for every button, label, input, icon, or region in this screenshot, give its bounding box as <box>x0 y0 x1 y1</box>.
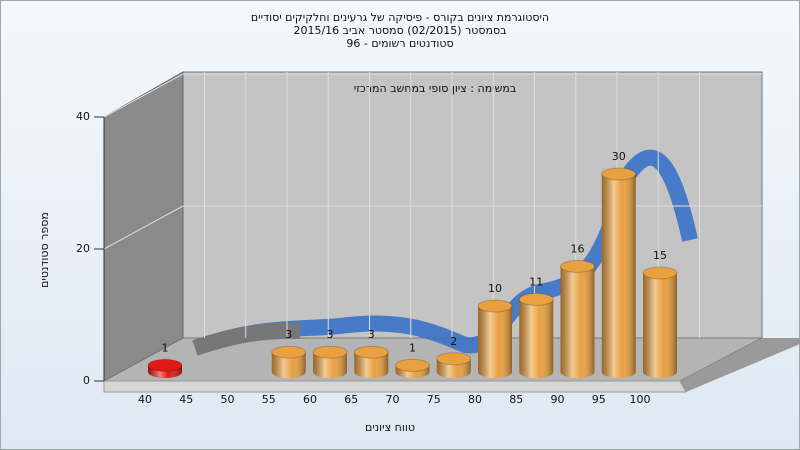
bar-shade <box>643 273 677 378</box>
y-tick-label: 20 <box>76 242 90 255</box>
y-tick-label: 0 <box>83 374 90 387</box>
x-tick-label: 90 <box>551 393 565 406</box>
bar-shade <box>519 299 554 378</box>
x-tick-label: 45 <box>179 393 193 406</box>
x-tick-label: 65 <box>344 393 358 406</box>
bar-top <box>271 345 307 359</box>
value-label: 1 <box>409 341 416 354</box>
value-label: 1 <box>162 341 169 354</box>
y-axis-label: מספר סטודנטים <box>38 212 51 288</box>
value-label: 3 <box>285 328 292 341</box>
value-label: 30 <box>612 150 626 163</box>
x-tick-label: 80 <box>468 393 482 406</box>
trend-ribbon-shadow <box>192 322 301 356</box>
bar-top <box>518 292 554 306</box>
bar-shade <box>478 306 512 378</box>
x-tick-label: 50 <box>221 393 235 406</box>
value-label: 3 <box>327 328 334 341</box>
bar-top <box>601 167 637 181</box>
bar-shade <box>560 266 595 378</box>
x-tick-label: 55 <box>262 393 276 406</box>
x-tick-label: 40 <box>138 393 152 406</box>
bar-top <box>312 345 348 359</box>
bar-shade <box>313 352 347 378</box>
value-label: 11 <box>529 275 543 288</box>
value-label: 3 <box>368 328 375 341</box>
bar-shade <box>271 352 306 378</box>
x-tick-label: 95 <box>592 393 606 406</box>
bar-top <box>395 358 430 372</box>
bar-shade <box>354 352 389 378</box>
x-tick-label: 100 <box>630 393 651 406</box>
bar-top <box>642 266 678 280</box>
x-axis-label: טווח ציונים <box>365 421 415 434</box>
value-label: 2 <box>450 335 457 348</box>
value-label: 10 <box>488 282 502 295</box>
left-wall <box>103 71 184 382</box>
x-tick-label: 60 <box>303 393 317 406</box>
value-label: 15 <box>653 249 667 262</box>
chart-subtitle: בסמסטר (02/2015) סמסטר אביב 2015/16 <box>293 24 506 37</box>
chart-title: היסטוגרמת ציונים בקורס - פיסיקה של גרעינ… <box>251 11 549 24</box>
bar-top <box>477 299 513 313</box>
x-tick-label: 85 <box>509 393 523 406</box>
bar-shade <box>601 174 636 378</box>
chart-subtitle: סטודנטים רשומים - 96 <box>346 37 453 50</box>
x-tick-label: 75 <box>427 393 441 406</box>
bar-top <box>147 358 183 372</box>
bar-top <box>436 352 472 366</box>
floor-front <box>103 380 687 393</box>
grid-line <box>103 73 184 118</box>
x-tick-label: 70 <box>386 393 400 406</box>
bar-top <box>560 259 595 273</box>
floor-edge <box>680 338 800 392</box>
grid-line <box>103 205 184 250</box>
value-label: 16 <box>571 242 585 255</box>
annotation: במשימה : ציון סופי במחשב המרכזי <box>354 82 517 95</box>
y-tick-label: 40 <box>76 110 90 123</box>
bar-top <box>353 345 389 359</box>
